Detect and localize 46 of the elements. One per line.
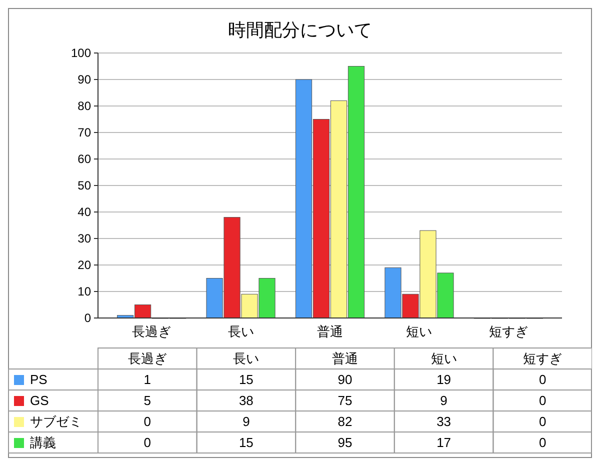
- data-label: 17: [436, 435, 452, 450]
- data-label: 0: [538, 393, 546, 408]
- legend-label: 講義: [30, 435, 56, 450]
- data-label: 5: [144, 393, 152, 408]
- data-label: 15: [238, 372, 254, 388]
- data-label: 15: [238, 435, 254, 450]
- y-tick-label: 0: [84, 311, 92, 326]
- y-tick-label: 20: [78, 258, 92, 272]
- y-tick-label: 40: [78, 205, 92, 220]
- data-label: 0: [144, 414, 152, 430]
- x-tick-label: 短すぎ: [488, 324, 528, 339]
- y-tick-label: 10: [78, 284, 92, 299]
- y-tick-label: 50: [78, 178, 92, 193]
- data-label: 38: [238, 393, 254, 408]
- category-label: 短すぎ: [523, 351, 562, 366]
- x-tick-label: 長い: [228, 324, 254, 339]
- data-label: 0: [144, 435, 152, 450]
- data-label: 19: [436, 372, 452, 388]
- x-tick-label: 普通: [317, 324, 343, 339]
- data-label: 95: [338, 435, 352, 450]
- legend-label: GS: [30, 393, 50, 408]
- y-tick-label: 100: [70, 46, 92, 60]
- x-tick-label: 長過ぎ: [132, 324, 172, 339]
- data-label: 82: [338, 414, 352, 430]
- y-tick-label: 70: [78, 126, 92, 140]
- y-tick-label: 30: [78, 232, 92, 246]
- legend-label: PS: [30, 372, 48, 388]
- chart-title: 時間配分について: [228, 20, 372, 40]
- data-label: 9: [242, 414, 250, 430]
- data-label: 1: [144, 372, 152, 388]
- data-label: 75: [338, 393, 352, 408]
- y-tick-label: 80: [78, 99, 92, 114]
- data-label: 0: [538, 435, 546, 450]
- category-label: 長い: [233, 351, 260, 366]
- category-label: 長過ぎ: [128, 351, 167, 366]
- y-tick-label: 60: [78, 152, 92, 166]
- data-label: 0: [538, 372, 546, 388]
- category-label: 短い: [430, 351, 457, 366]
- data-label: 90: [338, 372, 352, 388]
- data-label: 33: [436, 414, 452, 430]
- data-label: 0: [538, 414, 546, 430]
- category-label: 普通: [332, 351, 358, 366]
- data-label: 9: [440, 393, 448, 408]
- x-tick-label: 短い: [406, 324, 432, 339]
- y-tick-label: 90: [78, 72, 92, 87]
- legend-label: サブゼミ: [30, 414, 82, 430]
